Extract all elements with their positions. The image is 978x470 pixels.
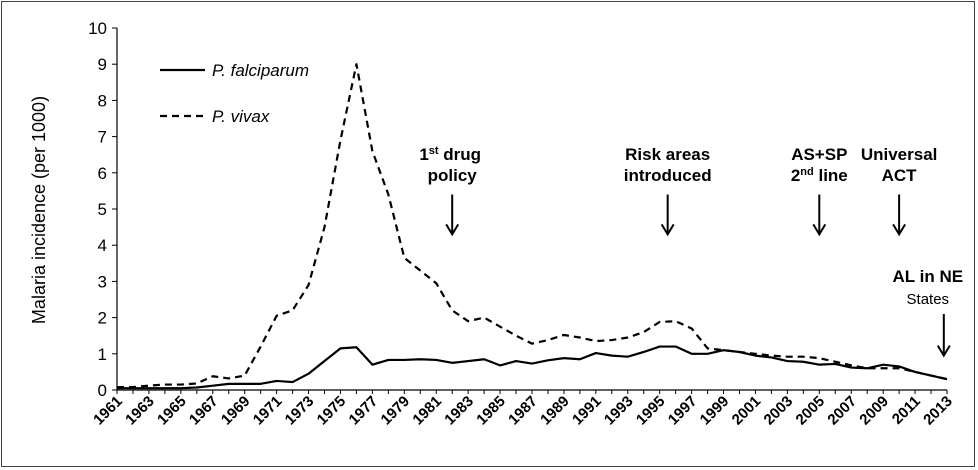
- series-line-falciparum: [117, 345, 948, 390]
- annotation-label: Universal: [861, 145, 938, 164]
- annotation-label: AL in NE: [893, 267, 964, 286]
- x-tick-label: 1975: [314, 393, 350, 429]
- x-ticks: 1961196319651967196919711973197519771979…: [90, 390, 956, 428]
- x-tick-label: 2003: [761, 393, 797, 429]
- x-tick-label: 1985: [473, 393, 509, 429]
- x-tick-label: 1973: [282, 393, 318, 429]
- y-tick-label: 6: [98, 164, 107, 183]
- legend-label: P. vivax: [212, 107, 270, 126]
- x-tick-label: 1997: [665, 393, 701, 429]
- x-tick-label: 1979: [378, 393, 414, 429]
- annotation-arrow-head: [936, 345, 951, 358]
- annotation-label: 2nd line: [791, 166, 848, 185]
- annotation-label: 1st drug: [419, 145, 481, 164]
- x-tick-label: 2011: [889, 393, 924, 428]
- legend: P. falciparum P. vivax: [160, 61, 309, 126]
- x-tick-label: 2005: [793, 393, 829, 429]
- x-tick-label: 1963: [122, 393, 158, 429]
- y-tick-label: 4: [98, 236, 107, 255]
- y-tick-label: 2: [98, 309, 107, 328]
- annotation-arrow-head: [892, 223, 906, 237]
- annotation-label: Risk areas: [625, 145, 710, 164]
- x-tick-label: 1987: [505, 393, 541, 429]
- annotation-label: AS+SP: [791, 145, 847, 164]
- annotation-label: policy: [428, 166, 478, 185]
- x-tick-label: 1961: [90, 393, 126, 429]
- x-tick-label: 1991: [569, 393, 605, 429]
- axes: [116, 28, 947, 391]
- y-tick-label: 0: [98, 381, 107, 400]
- series-line-vivax: [117, 63, 948, 389]
- x-tick-label: 1965: [154, 393, 190, 429]
- annotation-arrow-head: [660, 223, 675, 237]
- annotations: 1st drug policy Risk areas introduced AS+SP 2…: [419, 145, 964, 358]
- legend-label: P. falciparum: [212, 61, 309, 80]
- annotation-label: introduced: [624, 166, 712, 185]
- y-tick-label: 1: [98, 345, 107, 364]
- y-tick-label: 9: [98, 55, 107, 74]
- y-tick-label: 5: [98, 200, 107, 219]
- x-tick-label: 2009: [856, 393, 892, 429]
- x-tick-label: 1977: [346, 393, 382, 429]
- x-tick-label: 1989: [537, 393, 573, 429]
- y-tick-label: 8: [98, 91, 107, 110]
- x-tick-label: 1971: [250, 393, 286, 429]
- x-tick-label: 1969: [218, 393, 254, 429]
- annotation-label: ACT: [882, 166, 918, 185]
- y-tick-label: 7: [98, 128, 107, 147]
- annotation-arrow-head: [812, 223, 827, 237]
- y-tick-label: 10: [88, 19, 107, 38]
- y-tick-label: 3: [98, 272, 107, 291]
- annotation-label: States: [907, 291, 950, 308]
- series-group: [117, 63, 948, 390]
- x-tick-label: 1995: [633, 393, 669, 429]
- x-tick-label: 2001: [729, 393, 765, 429]
- y-axis-label: Malaria incidence (per 1000): [29, 96, 49, 324]
- x-tick-label: 1981: [409, 393, 445, 429]
- x-tick-label: 1967: [186, 393, 222, 429]
- x-tick-label: 1999: [697, 393, 733, 429]
- annotation-arrow-head: [445, 223, 460, 237]
- x-tick-label: 1983: [441, 393, 477, 429]
- y-ticks: 0 1 2 3 4 5 6 7 8 9 10: [88, 19, 117, 400]
- x-tick-label: 2007: [824, 393, 860, 429]
- x-tick-label: 1993: [601, 393, 637, 429]
- x-tick-label: 2013: [920, 393, 956, 429]
